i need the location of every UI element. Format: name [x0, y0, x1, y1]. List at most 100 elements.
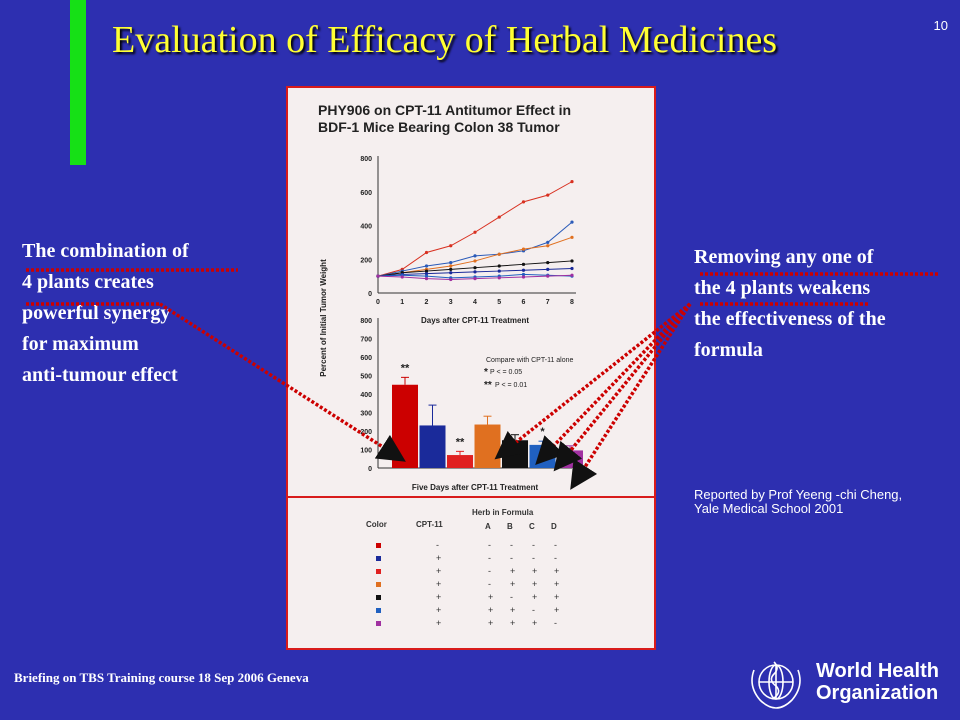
table-cell: -	[532, 540, 535, 550]
line-point	[521, 200, 526, 204]
reporter-line: Yale Medical School 2001	[694, 501, 844, 516]
table-cell: -	[554, 553, 557, 563]
figure-divider	[288, 496, 654, 498]
color-swatch	[376, 608, 381, 613]
table-cell: -	[488, 579, 491, 589]
compare-legend-title: Compare with CPT-11 alone	[486, 357, 574, 364]
line-point	[424, 277, 429, 281]
herb-column-header: C	[529, 522, 535, 531]
compare-star: *	[484, 367, 488, 378]
right-callout-line: the effectiveness of the	[694, 308, 886, 330]
table-row: + + + - +	[288, 605, 654, 618]
table-cell: -	[554, 618, 557, 628]
line-chart-y-tick: 800	[360, 156, 372, 163]
bar	[419, 425, 446, 468]
significance-mark: **	[456, 436, 465, 448]
table-row: -----	[288, 540, 654, 553]
table-cell: +	[532, 566, 538, 576]
line-chart-x-tick: 8	[570, 299, 574, 306]
table-cell: -	[488, 566, 491, 576]
color-swatch	[376, 543, 381, 548]
line-point	[424, 274, 429, 278]
color-swatch	[376, 621, 381, 626]
table-row: + + - + +	[288, 592, 654, 605]
color-swatch	[376, 595, 381, 600]
table-cell: +	[510, 579, 516, 589]
figure-panel: PHY906 on CPT-11 Antitumor Effect in BDF…	[286, 86, 656, 650]
table-cell: +	[532, 618, 538, 628]
line-point	[521, 272, 526, 277]
table-cell: +	[488, 592, 494, 602]
line-point	[546, 261, 550, 265]
bar-chart-y-tick: 100	[360, 448, 372, 455]
line-point	[546, 267, 550, 271]
line-point	[497, 264, 501, 268]
line-point	[473, 270, 477, 274]
line-point	[570, 259, 574, 263]
line-point	[521, 268, 526, 272]
table-cell: +	[510, 566, 516, 576]
figure-title-line: PHY906 on CPT-11 Antitumor Effect in	[318, 102, 572, 118]
color-swatch	[376, 556, 381, 561]
compare-p2: P < = 0.01	[495, 382, 527, 389]
compare-p1: P < = 0.05	[490, 369, 522, 376]
line-point	[546, 244, 550, 248]
table-cell: +	[436, 553, 442, 563]
who-emblem-icon	[751, 661, 801, 709]
line-point	[473, 254, 477, 258]
table-cell: +	[510, 605, 516, 615]
bar-chart-y-tick: 400	[360, 392, 372, 399]
table-cell: -	[488, 553, 491, 563]
table-row: + - + + +	[288, 566, 654, 579]
line-point	[546, 193, 550, 197]
accent-bar	[70, 0, 86, 165]
line-chart-x-tick: 1	[400, 299, 404, 306]
line-point	[449, 267, 453, 271]
left-callout-line: 4 plants creates	[22, 271, 154, 293]
line-point	[570, 266, 574, 271]
line-point	[497, 215, 501, 219]
table-cell: +	[554, 566, 560, 576]
bar-chart-y-tick: 300	[360, 411, 372, 418]
right-callout-line: formula	[694, 339, 763, 361]
bar-chart-y-tick: 800	[360, 318, 372, 325]
table-cell: -	[488, 540, 491, 550]
table-cell: -	[532, 553, 535, 563]
color-swatch	[376, 569, 381, 574]
herb-column-header: B	[507, 522, 513, 531]
line-chart-y-tick: 0	[368, 291, 372, 298]
table-cell: +	[488, 618, 494, 628]
line-point	[424, 271, 429, 276]
herb-column-header: A	[485, 522, 491, 531]
figure-charts: 0 200 400 600 800 0 1 2 3 4 5 6 7 8 Days after CPT-11 …	[319, 156, 583, 492]
line-point	[473, 277, 477, 281]
line-point	[570, 180, 574, 184]
table-cell: -	[510, 592, 513, 602]
line-point	[546, 274, 550, 278]
who-name-line: World Health	[816, 660, 939, 682]
line-chart-y-tick: 600	[360, 190, 372, 197]
table-row: + - + + +	[288, 579, 654, 592]
left-callout-line: anti-tumour effect	[22, 364, 178, 386]
bar-chart-y-tick: 0	[368, 466, 372, 473]
color-header: Color	[366, 520, 387, 529]
reporter-credit: Reported by Prof Yeeng -chi Cheng, Yale …	[694, 488, 944, 516]
footer-text: Briefing on TBS Training course 18 Sep 2…	[14, 670, 309, 685]
bar-chart-y-tick: 500	[360, 374, 372, 381]
table-cell: +	[554, 592, 560, 602]
line-point	[473, 266, 477, 270]
table-cell: +	[532, 579, 538, 589]
line-point	[424, 269, 429, 273]
table-cell: +	[532, 592, 538, 602]
cpt-header: CPT-11	[416, 520, 443, 529]
significance-mark: **	[401, 362, 410, 374]
line-point	[497, 276, 501, 280]
bar-chart-y-tick: 700	[360, 337, 372, 344]
table-cell: -	[510, 540, 513, 550]
table-cell: +	[436, 592, 442, 602]
left-callout-line: The combination of	[22, 240, 189, 262]
line-point	[400, 275, 404, 279]
bar	[502, 440, 528, 468]
line-chart-y-tick: 400	[360, 224, 372, 231]
line-chart-y-tick: 200	[360, 257, 372, 264]
